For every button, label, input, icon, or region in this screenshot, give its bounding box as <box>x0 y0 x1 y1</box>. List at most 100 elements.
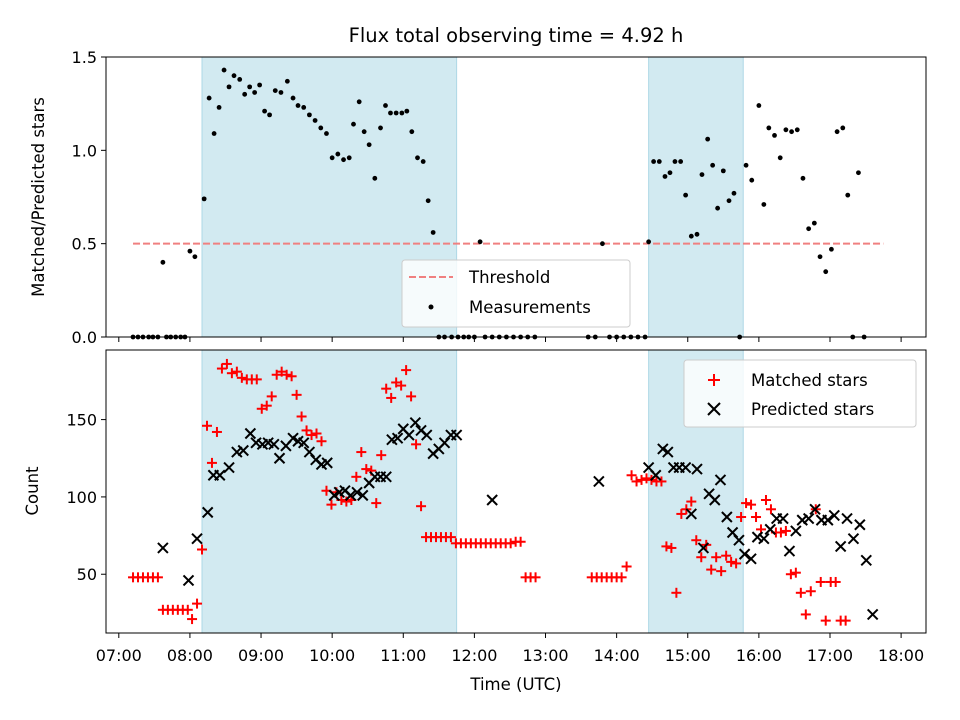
bottom-y-tick-label: 50 <box>77 565 97 584</box>
measurement-point <box>231 73 237 79</box>
matched-star-point <box>266 391 277 402</box>
matched-star-point <box>840 615 851 626</box>
matched-star-point <box>686 496 697 507</box>
matched-star-point <box>530 572 541 583</box>
matched-star-point <box>676 508 687 519</box>
predicted-star-point <box>691 463 703 475</box>
measurement-point <box>237 77 243 82</box>
predicted-star-point <box>351 486 363 498</box>
measurement-point <box>845 192 851 198</box>
predicted-star-point <box>834 540 847 553</box>
x-tick-label: 13:00 <box>522 646 568 665</box>
predicted-star-point <box>344 489 357 502</box>
matched-star-point <box>182 604 193 615</box>
measurement-point <box>789 129 794 135</box>
top-legend: Threshold Measurements <box>401 259 631 328</box>
measurement-point <box>646 239 652 245</box>
x-tick-label: 12:00 <box>451 646 497 665</box>
measurement-point <box>856 170 861 176</box>
matched-star-point <box>445 532 456 543</box>
predicted-star-point <box>191 532 203 545</box>
matched-star-point <box>411 439 422 450</box>
predicted-star-point <box>802 512 815 525</box>
matched-star-point <box>286 371 297 382</box>
measurement-point <box>290 95 296 101</box>
predicted-star-point <box>273 452 286 464</box>
matched-star-point <box>621 561 632 572</box>
measurement-point <box>823 269 829 275</box>
predicted-star-point <box>450 429 463 441</box>
measurement-point <box>683 192 689 198</box>
matched-star-point <box>671 587 682 598</box>
matched-star-point <box>231 366 242 377</box>
predicted-star-point <box>486 494 498 506</box>
measurement-point <box>756 103 762 108</box>
measurement-point <box>318 125 324 131</box>
measurement-point <box>399 110 405 116</box>
bottom-legend-box <box>683 359 917 428</box>
measurement-point <box>351 121 356 127</box>
predicted-star-point <box>321 457 333 469</box>
matched-star-point <box>616 572 627 583</box>
legend-measurements-swatch <box>428 304 434 310</box>
measurement-point <box>811 220 817 226</box>
predicted-star-point <box>201 506 214 519</box>
predicted-star-point <box>714 474 727 486</box>
predicted-star-point <box>403 429 415 441</box>
measurement-point <box>221 67 227 73</box>
matched-star-point <box>631 476 642 487</box>
measurement-point <box>694 231 700 237</box>
measurement-point <box>267 112 272 118</box>
predicted-star-point <box>662 446 674 458</box>
matched-star-point <box>785 569 796 580</box>
bottom-panel-frame <box>105 349 927 634</box>
matched-star-point <box>406 391 417 402</box>
matched-star-point <box>376 450 387 461</box>
matched-star-point <box>741 498 752 509</box>
measurement-point <box>346 155 352 161</box>
predicted-star-point <box>721 511 733 523</box>
measurement-point <box>252 90 258 95</box>
measurement-point <box>477 239 483 245</box>
measurement-point <box>715 205 721 211</box>
matched-star-point <box>291 389 302 400</box>
x-tick-label: 10:00 <box>309 646 355 665</box>
matched-star-point <box>790 567 801 578</box>
predicted-star-point <box>847 532 860 545</box>
measurement-point <box>425 198 431 204</box>
predicted-star-point <box>758 532 770 545</box>
measurement-point <box>672 159 678 164</box>
measurement-point <box>211 131 217 136</box>
predicted-star-point <box>157 542 169 554</box>
predicted-star-point <box>298 437 310 449</box>
matched-star-point <box>656 476 667 487</box>
measurement-point <box>301 105 307 110</box>
matched-star-point <box>341 496 352 507</box>
measurement-point <box>430 230 436 235</box>
matched-star-point <box>296 411 307 422</box>
legend-matched-label: Matched stars <box>751 371 868 390</box>
matched-star-point <box>401 365 412 376</box>
top-legend-box <box>401 259 631 328</box>
predicted-star-point <box>685 508 698 520</box>
matched-star-point <box>221 358 232 369</box>
matched-star-point <box>661 541 672 552</box>
measurement-point <box>766 125 772 131</box>
predicted-star-point <box>391 432 404 444</box>
measurement-point <box>720 168 726 174</box>
top-y-tick-label: 0.5 <box>72 235 97 254</box>
predicted-star-point <box>593 475 605 488</box>
measurement-point <box>284 78 290 84</box>
matched-star-point <box>775 527 786 538</box>
matched-star-point <box>281 369 292 380</box>
measurement-point <box>777 155 783 161</box>
measurement-point <box>361 129 367 135</box>
measurement-point <box>226 84 232 90</box>
measurement-point <box>312 118 318 123</box>
x-tick-label: 15:00 <box>665 646 711 665</box>
measurement-point <box>341 157 346 163</box>
matched-star-point <box>201 420 212 431</box>
measurement-point <box>829 246 834 252</box>
matched-star-point <box>805 586 816 597</box>
measurement-point <box>743 162 749 168</box>
